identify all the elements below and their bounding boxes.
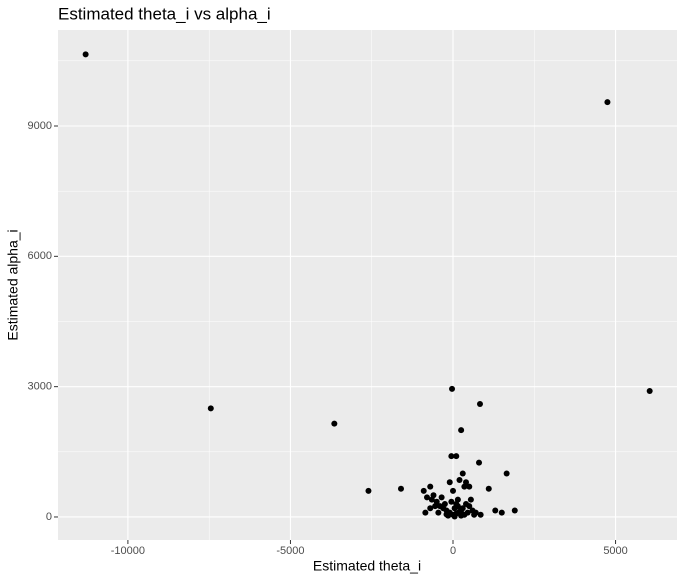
point [427, 505, 434, 512]
point [451, 513, 458, 520]
point [432, 503, 439, 510]
y-tick-label: 3000 [28, 381, 52, 393]
y-tick-label: 0 [46, 511, 52, 523]
point [511, 507, 518, 514]
point [397, 485, 404, 492]
point [422, 509, 429, 516]
x-tick-label: -10000 [111, 545, 145, 557]
y-axis-label: Estimated alpha_i [5, 229, 21, 340]
point [428, 496, 435, 503]
point [477, 511, 484, 518]
plot-panel [58, 30, 677, 540]
point [420, 487, 427, 494]
point [207, 405, 214, 412]
point [458, 427, 465, 434]
point [441, 500, 448, 507]
point [604, 99, 611, 106]
point [458, 507, 465, 514]
point [467, 496, 474, 503]
point [331, 420, 338, 427]
point [443, 511, 450, 518]
point [498, 509, 505, 516]
point [461, 511, 468, 518]
x-tick-label: 5000 [603, 545, 627, 557]
point [454, 503, 461, 510]
point [466, 483, 473, 490]
x-tick-label: -5000 [276, 545, 304, 557]
point [365, 487, 372, 494]
point [463, 479, 470, 486]
x-axis-label: Estimated theta_i [313, 558, 421, 574]
point [456, 477, 463, 484]
y-tick-label: 9000 [28, 120, 52, 132]
point [448, 453, 455, 460]
point [476, 459, 483, 466]
point [646, 387, 653, 394]
point [448, 498, 455, 505]
point [466, 503, 473, 510]
point [427, 483, 434, 490]
point [453, 453, 460, 460]
y-tick-label: 6000 [28, 250, 52, 262]
point [476, 401, 483, 408]
chart-title: Estimated theta_i vs alpha_i [58, 4, 271, 23]
point [450, 487, 457, 494]
point [485, 485, 492, 492]
point [446, 479, 453, 486]
point [82, 51, 89, 58]
point [492, 507, 499, 514]
point [471, 511, 478, 518]
point [438, 494, 445, 501]
point [503, 470, 510, 477]
point [423, 494, 430, 501]
point [435, 509, 442, 516]
point [449, 385, 456, 392]
point [459, 470, 466, 477]
x-tick-label: 0 [450, 545, 456, 557]
